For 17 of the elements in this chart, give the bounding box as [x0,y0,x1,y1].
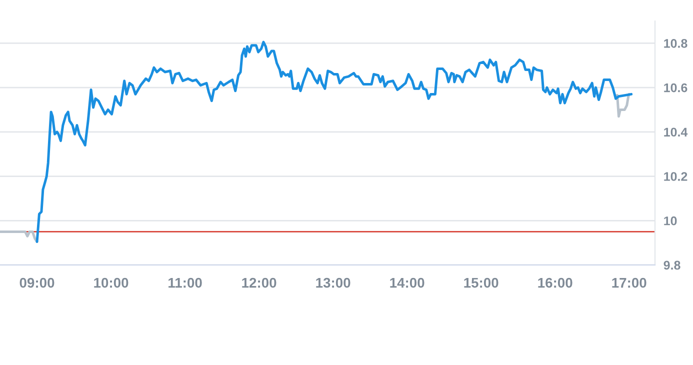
line-series [36,40,633,243]
x-tick-label: 09:00 [20,278,54,288]
y-tick-label: 10.4 [664,128,688,137]
y-tick-label: 10.6 [664,83,688,92]
line-series [0,230,38,243]
x-tick-label: 16:00 [538,278,572,288]
x-tick-label: 17:00 [612,278,646,288]
x-tick-label: 14:00 [390,278,424,288]
y-tick-label: 9.8 [664,260,680,270]
y-tick-label: 10.8 [664,38,688,48]
x-tick-label: 10:00 [94,278,128,288]
x-tick-label: 15:00 [464,278,498,288]
y-tick-label: 10 [664,216,677,226]
x-tick-label: 11:00 [168,278,202,288]
y-tick-label: 10.2 [664,172,688,181]
x-tick-label: 12:00 [242,278,276,288]
x-tick-label: 13:00 [316,278,350,288]
